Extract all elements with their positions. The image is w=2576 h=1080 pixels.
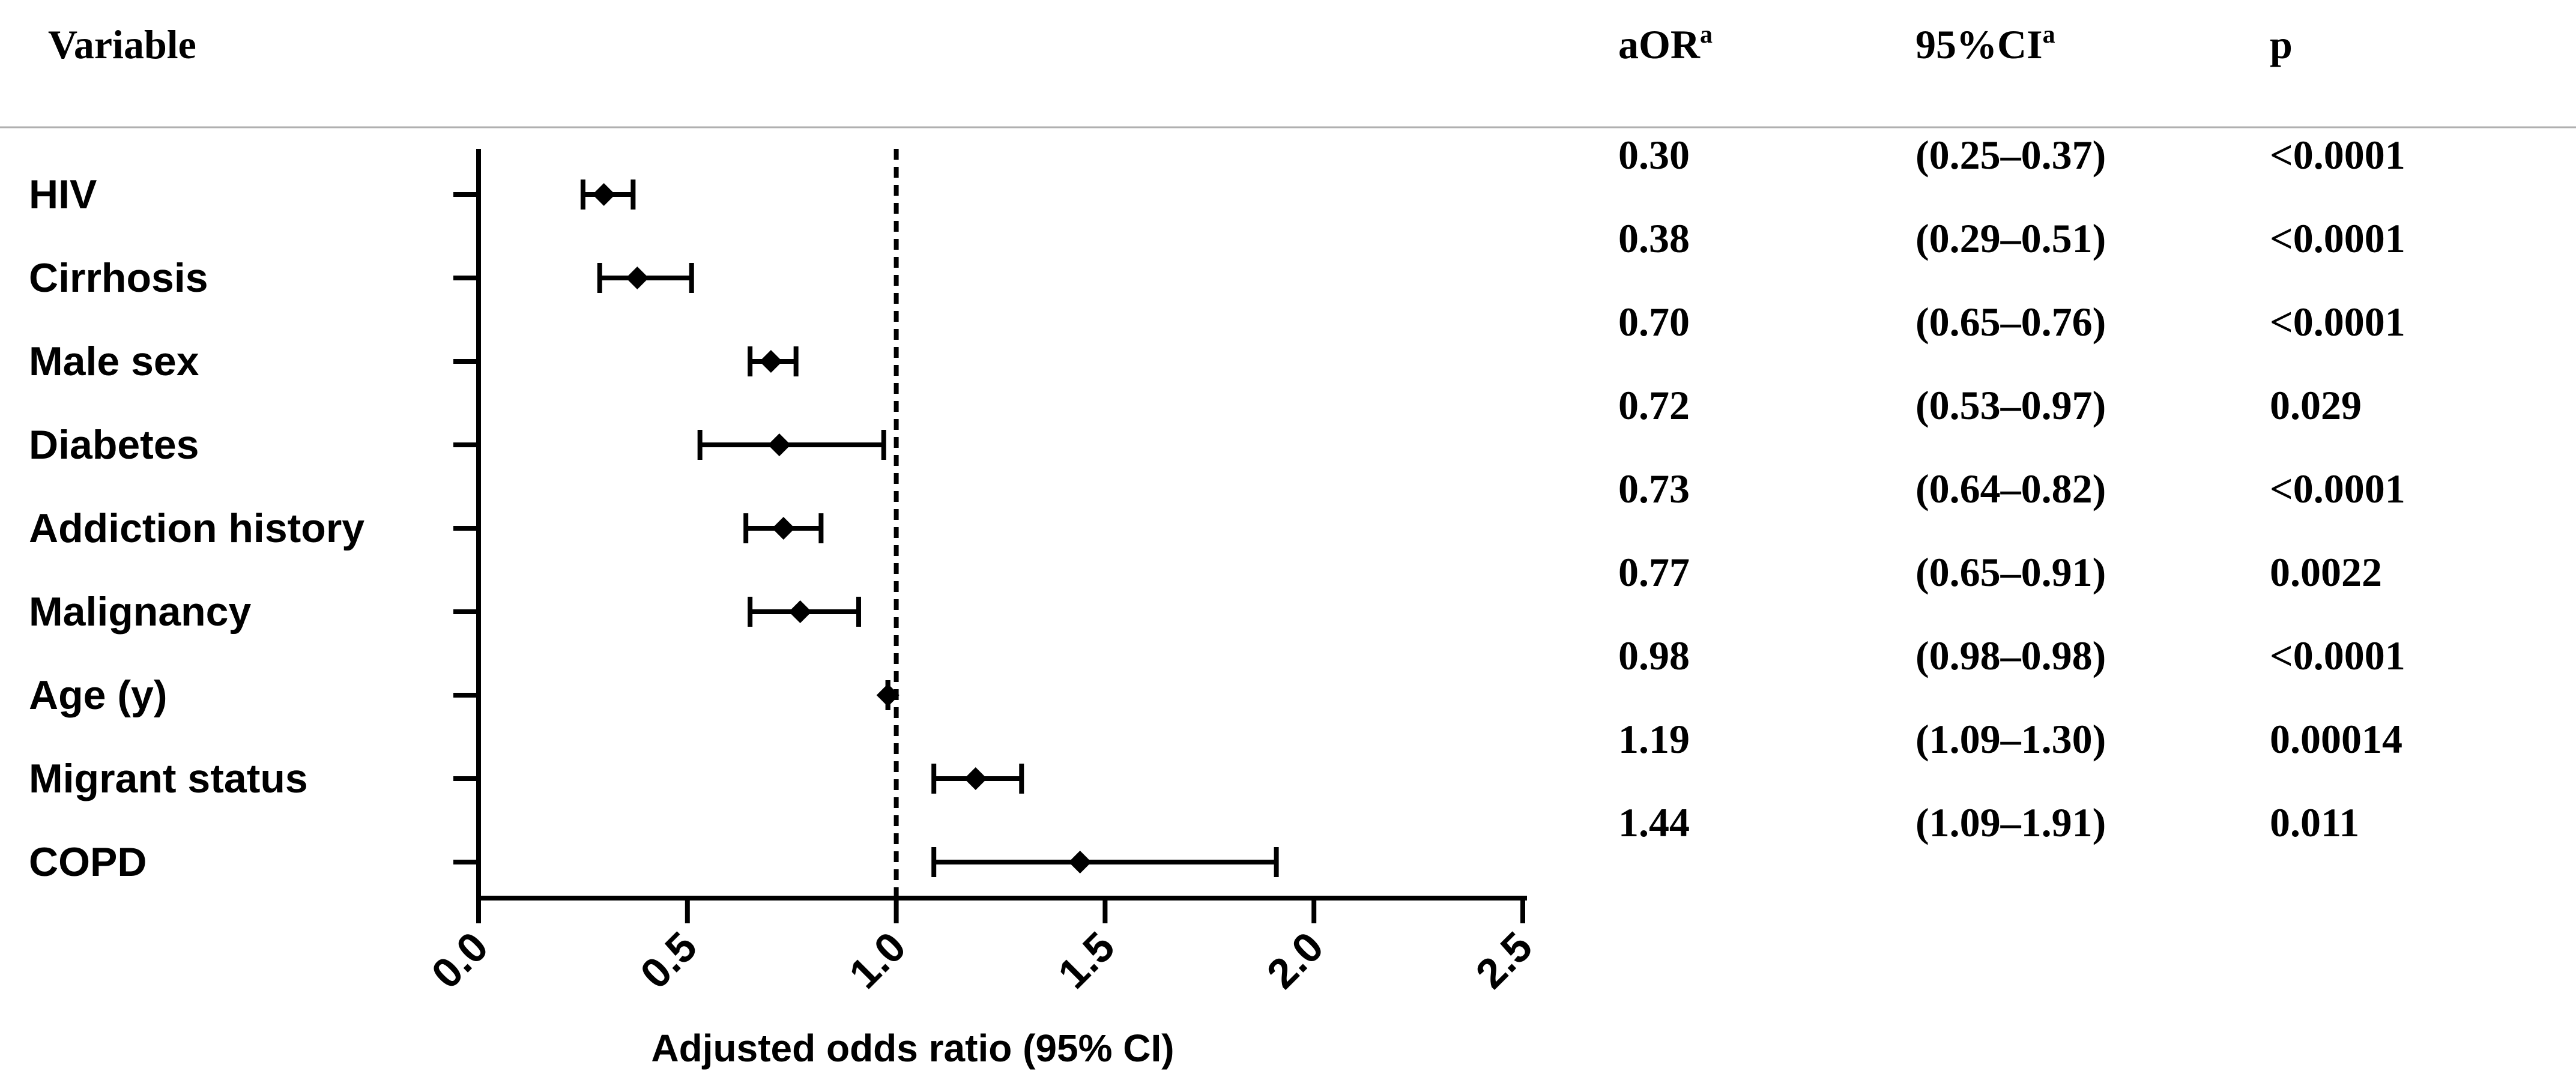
p-value: 0.00014 <box>2270 716 2402 762</box>
p-value: <0.0001 <box>2270 216 2405 261</box>
header-ci-superscript: a <box>2043 21 2055 49</box>
point-estimate-marker <box>876 684 899 707</box>
point-estimates <box>592 183 1092 873</box>
header-aor-label: aOR <box>1618 22 1701 67</box>
aor-value: 0.72 <box>1618 382 1690 428</box>
row-label: Male sex <box>29 339 199 384</box>
ci-value: (0.98–0.98) <box>1915 633 2106 678</box>
p-value: <0.0001 <box>2270 466 2405 511</box>
ci-value: (0.65–0.91) <box>1915 549 2106 595</box>
header-aor-superscript: a <box>1700 21 1713 49</box>
ci-value: (1.09–1.30) <box>1915 716 2106 762</box>
row-label: Malignancy <box>29 589 251 635</box>
point-estimate-marker <box>626 267 649 289</box>
p-value: <0.0001 <box>2270 633 2405 678</box>
ci-value: (1.09–1.91) <box>1915 800 2106 845</box>
ci-value: (0.65–0.76) <box>1915 299 2106 345</box>
aor-value: 0.73 <box>1618 466 1690 511</box>
p-value: <0.0001 <box>2270 132 2405 178</box>
ci-value: (0.29–0.51) <box>1915 216 2106 261</box>
row-label: COPD <box>29 839 147 885</box>
table-values: 0.30 (0.25–0.37) <0.0001 0.38 (0.29–0.51) <0.… <box>1618 132 2405 845</box>
point-estimate-marker <box>772 517 795 540</box>
point-estimate-marker <box>759 350 782 373</box>
row-label: Age (y) <box>29 672 167 718</box>
x-tick-label: 2.0 <box>1258 923 1332 997</box>
p-value: 0.011 <box>2270 800 2359 845</box>
row-label: HIV <box>29 172 97 217</box>
ci-value: (0.64–0.82) <box>1915 466 2106 511</box>
point-estimate-marker <box>964 767 987 790</box>
ci-value: (0.25–0.37) <box>1915 132 2106 178</box>
x-tick-label: 2.5 <box>1467 923 1541 997</box>
point-estimate-marker <box>788 600 812 623</box>
aor-value: 1.44 <box>1618 800 1690 845</box>
point-estimate-marker <box>592 183 615 206</box>
p-value: <0.0001 <box>2270 299 2405 345</box>
row-label: Migrant status <box>29 756 308 801</box>
x-tick-label: 0.5 <box>631 923 706 997</box>
row-label: Cirrhosis <box>29 255 208 301</box>
x-tick-label: 0.0 <box>423 923 497 997</box>
header-variable: Variable <box>48 22 196 67</box>
p-value: 0.029 <box>2270 382 2362 428</box>
x-tick-label: 1.0 <box>840 923 915 997</box>
y-ticks <box>453 192 479 864</box>
row-label: Addiction history <box>29 505 364 551</box>
aor-value: 1.19 <box>1618 716 1690 762</box>
point-estimate-marker <box>1068 851 1092 873</box>
header-ci: 95%CIa <box>1915 21 2055 67</box>
row-labels: HIV Cirrhosis Male sex Diabetes Addiction hi… <box>29 172 364 885</box>
x-axis-label: Adjusted odds ratio (95% CI) <box>651 1027 1174 1070</box>
header-ci-label: 95%CI <box>1915 22 2043 67</box>
point-estimate-marker <box>767 433 791 456</box>
p-value: 0.0022 <box>2270 549 2382 595</box>
ci-value: (0.53–0.97) <box>1915 382 2106 428</box>
aor-value: 0.70 <box>1618 299 1690 345</box>
x-tick-labels: 0.0 0.5 1.0 1.5 2.0 2.5 <box>423 923 1541 997</box>
ci-bars <box>580 179 1279 877</box>
aor-value: 0.98 <box>1618 633 1690 678</box>
aor-value: 0.30 <box>1618 132 1690 178</box>
header-aor: aORa <box>1618 21 1713 67</box>
aor-value: 0.77 <box>1618 549 1690 595</box>
aor-value: 0.38 <box>1618 216 1690 261</box>
x-ticks <box>476 898 1525 923</box>
row-label: Diabetes <box>29 422 199 468</box>
x-tick-label: 1.5 <box>1049 923 1123 997</box>
header-p: p <box>2270 22 2293 67</box>
